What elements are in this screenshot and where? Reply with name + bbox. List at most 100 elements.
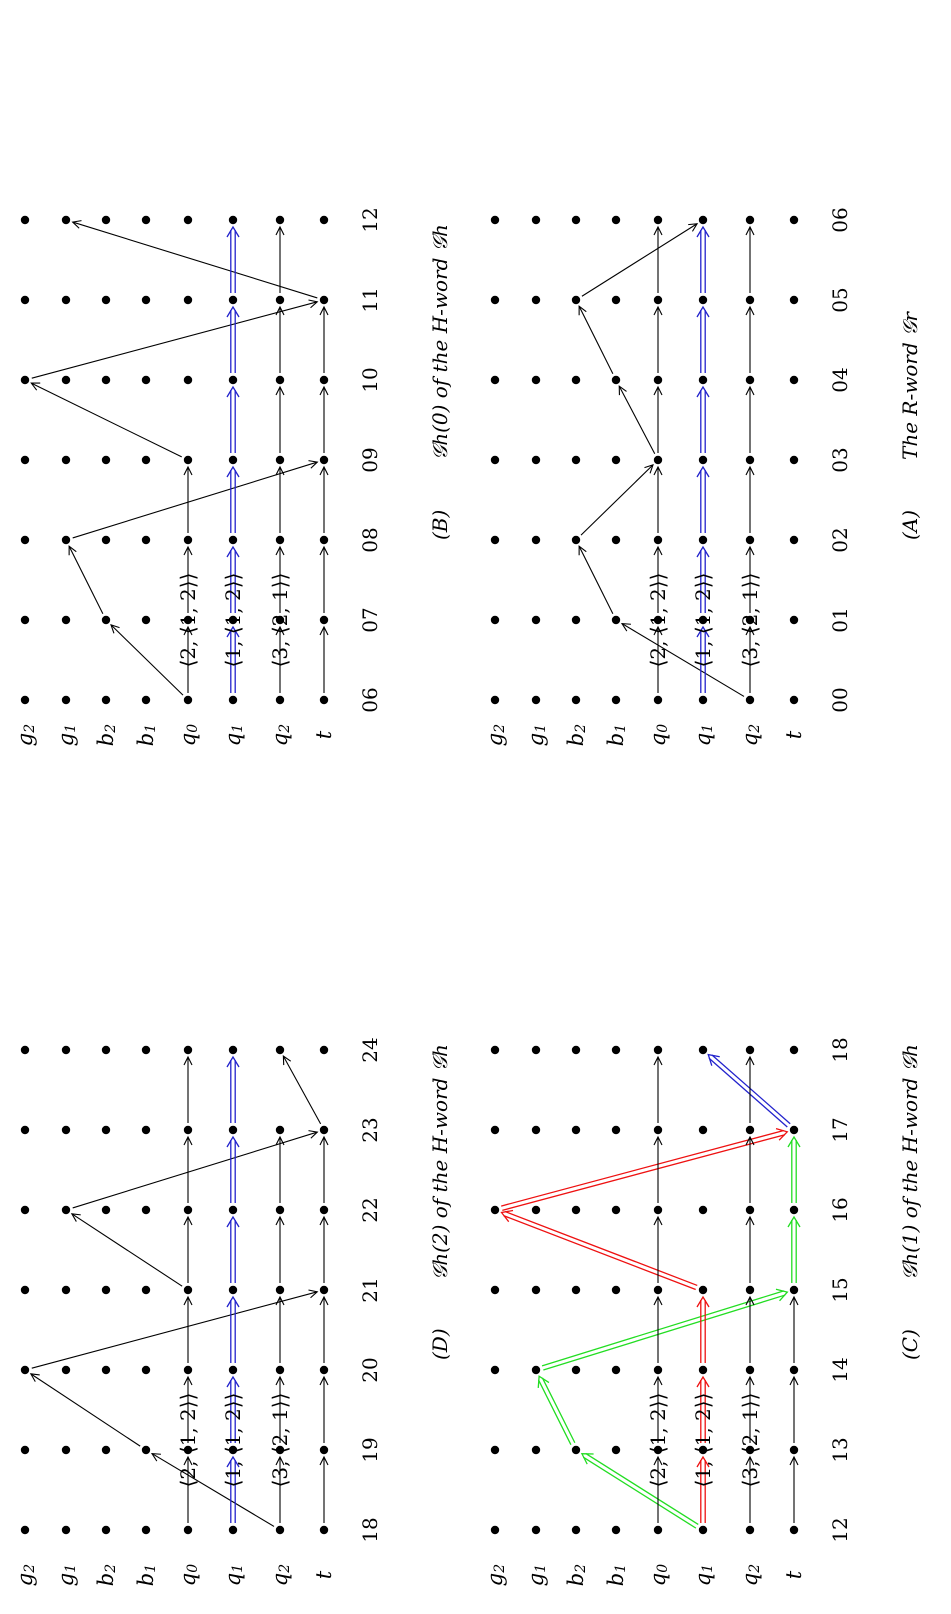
panel-edges-B (30, 220, 329, 696)
node-dot (611, 535, 621, 545)
row-label: t (312, 730, 336, 739)
row-label: q2 (268, 1564, 293, 1586)
arrow-head (319, 465, 329, 476)
row-label: q0 (176, 1564, 201, 1586)
arrow-head (226, 1375, 240, 1388)
node-dot (611, 695, 621, 705)
node-dot (745, 615, 755, 625)
svg-text:q2: q2 (738, 1564, 763, 1586)
panel-caption-text: The R-word 𝒢r (898, 311, 922, 460)
svg-text:t: t (782, 1570, 806, 1579)
column-number: 18 (358, 1517, 382, 1542)
node-dot (20, 1525, 30, 1535)
node-dot (653, 295, 663, 305)
arrow-head (226, 385, 240, 398)
node-dot (61, 215, 71, 225)
column-number: 19 (358, 1437, 382, 1462)
node-dot (745, 1525, 755, 1535)
column-number: 14 (828, 1357, 852, 1382)
state-tuple: ⟨1, ⟨1, 2⟩⟩ (221, 573, 245, 668)
node-dot (531, 695, 541, 705)
svg-text:q1: q1 (691, 1564, 716, 1586)
node-dot (745, 535, 755, 545)
edge (31, 301, 318, 379)
arrow-head (745, 465, 755, 476)
svg-text:g2: g2 (483, 1564, 508, 1586)
node-dot (531, 1445, 541, 1455)
node-dot (101, 455, 111, 465)
panel-caption: (D) 𝒢h(2) of the H-word 𝒢h (428, 1044, 452, 1360)
row-label: b1 (604, 1564, 629, 1586)
arrow-head (282, 1055, 292, 1066)
node-dot (571, 1125, 581, 1135)
arrow-head (745, 625, 755, 636)
node-dot (745, 1125, 755, 1135)
edge (68, 546, 104, 614)
row-label: g1 (54, 724, 79, 746)
node-dot (789, 695, 799, 705)
arrow-head (696, 625, 710, 638)
arrow-head (183, 1055, 193, 1066)
arrow-head (275, 1375, 285, 1386)
svg-text:q0: q0 (176, 724, 201, 746)
node-dot (141, 1205, 151, 1215)
node-dot (745, 1205, 755, 1215)
svg-text:b1: b1 (604, 724, 629, 746)
state-tuple: ⟨3, ⟨2, 1⟩⟩ (738, 573, 762, 668)
node-dot (141, 1125, 151, 1135)
panel-edges-A (578, 223, 755, 697)
node-dot (319, 1205, 329, 1215)
node-dot (653, 1285, 663, 1295)
node-dot (141, 295, 151, 305)
arrow-head (580, 1453, 594, 1465)
node-dot (183, 695, 193, 705)
arrow-head (653, 305, 663, 316)
node-dot (490, 535, 500, 545)
arrow-head (745, 385, 755, 396)
node-dot (141, 215, 151, 225)
state-tuple: ⟨1, ⟨1, 2⟩⟩ (221, 1393, 245, 1488)
panel-D (20, 1045, 329, 1535)
column-number: 21 (358, 1277, 382, 1302)
node-dot (745, 455, 755, 465)
node-dot (611, 1525, 621, 1535)
arrow-head (696, 225, 710, 238)
node-dot (141, 1285, 151, 1295)
node-dot (228, 1205, 238, 1215)
edge (71, 1213, 183, 1287)
node-dot (20, 1365, 30, 1375)
node-dot (490, 1045, 500, 1055)
node-dot (228, 535, 238, 545)
arrow-head (688, 223, 699, 232)
node-dot (275, 615, 285, 625)
arrow-head (653, 1455, 663, 1466)
svg-text:t: t (312, 1570, 336, 1579)
node-dot (745, 1365, 755, 1375)
node-dot (611, 1445, 621, 1455)
arrow-head (226, 305, 240, 318)
node-dot (61, 295, 71, 305)
node-dot (531, 375, 541, 385)
node-dot (228, 695, 238, 705)
svg-text:g1: g1 (54, 1564, 79, 1586)
node-dot (490, 215, 500, 225)
node-dot (789, 1525, 799, 1535)
node-dot (490, 1365, 500, 1375)
row-label: q1 (691, 724, 716, 746)
arrow-head (787, 1135, 801, 1148)
node-dot (228, 1445, 238, 1455)
node-dot (319, 615, 329, 625)
node-dot (698, 1205, 708, 1215)
arrow-head (319, 385, 329, 396)
node-dot (20, 535, 30, 545)
node-dot (101, 535, 111, 545)
arrow-head (775, 1288, 789, 1302)
node-dot (571, 615, 581, 625)
arrow-head (653, 1295, 663, 1306)
node-dot (61, 1045, 71, 1055)
edge (578, 306, 614, 374)
panel-letter: (A) (898, 510, 922, 540)
node-dot (101, 1525, 111, 1535)
arrow-head (275, 1135, 285, 1146)
panel-C (490, 1045, 799, 1535)
